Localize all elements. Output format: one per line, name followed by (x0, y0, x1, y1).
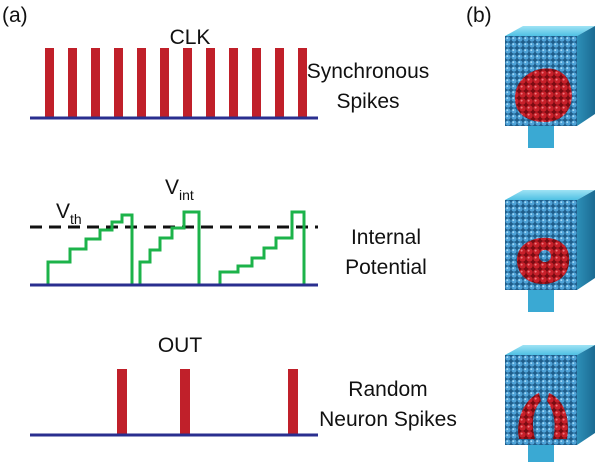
panel-label: (a) (2, 4, 28, 27)
threshold-label: Vth (56, 200, 82, 227)
output-spikes (117, 369, 298, 435)
caption: Neuron Spikes (319, 408, 457, 431)
caption: Potential (345, 256, 427, 279)
caption: Synchronous (307, 60, 430, 83)
potential-trace (48, 212, 304, 285)
cube-random (505, 345, 595, 462)
cube-potential (505, 190, 595, 312)
clock-spikes (45, 48, 307, 118)
signal-label: OUT (158, 334, 203, 357)
cube-synchronous (505, 26, 595, 148)
figure: (a) (b) CLK Synchronous Spikes Vth Vint … (0, 0, 606, 462)
signal-label: CLK (170, 26, 211, 49)
caption: Spikes (336, 90, 399, 113)
caption: Internal (351, 226, 421, 249)
caption: Random (348, 378, 427, 401)
internal-label: Vint (165, 176, 194, 203)
panel-label: (b) (466, 4, 492, 27)
